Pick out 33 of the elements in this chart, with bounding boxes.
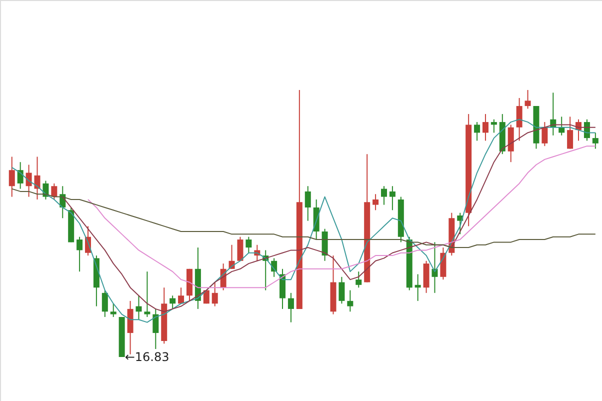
candlestick: [381, 186, 387, 206]
candlestick: [152, 308, 159, 350]
candlestick: [76, 236, 83, 272]
candlestick: [304, 186, 311, 222]
candlestick: [356, 271, 362, 288]
candlestick: [102, 290, 108, 318]
candlestick: [347, 290, 354, 312]
candlestick: [8, 156, 15, 198]
candlestick: [414, 274, 421, 302]
candlestick: [338, 276, 345, 304]
candlestick: [51, 182, 58, 200]
candlestick: [592, 132, 598, 150]
candlestick: [17, 162, 24, 190]
candlestick: [389, 186, 396, 211]
candlestick: [524, 90, 531, 110]
candlestick: [237, 236, 244, 262]
candlestick: [178, 287, 184, 304]
candlestick: [288, 292, 294, 323]
candlestick: [246, 236, 252, 254]
candlestick: [212, 282, 218, 307]
candlestick: [567, 116, 574, 150]
candlestick: [170, 295, 176, 310]
candlestick: [34, 156, 40, 200]
candlestick: [144, 271, 150, 318]
candlestick: [110, 303, 116, 318]
annotation: ←16.83: [124, 350, 170, 364]
candlestick: [542, 122, 548, 147]
candlestick: [136, 295, 142, 320]
candlestick: [372, 194, 379, 211]
candlestick: [490, 118, 497, 134]
candlestick: [474, 122, 480, 142]
candlestick: [482, 114, 488, 142]
candlestick: [516, 98, 522, 142]
